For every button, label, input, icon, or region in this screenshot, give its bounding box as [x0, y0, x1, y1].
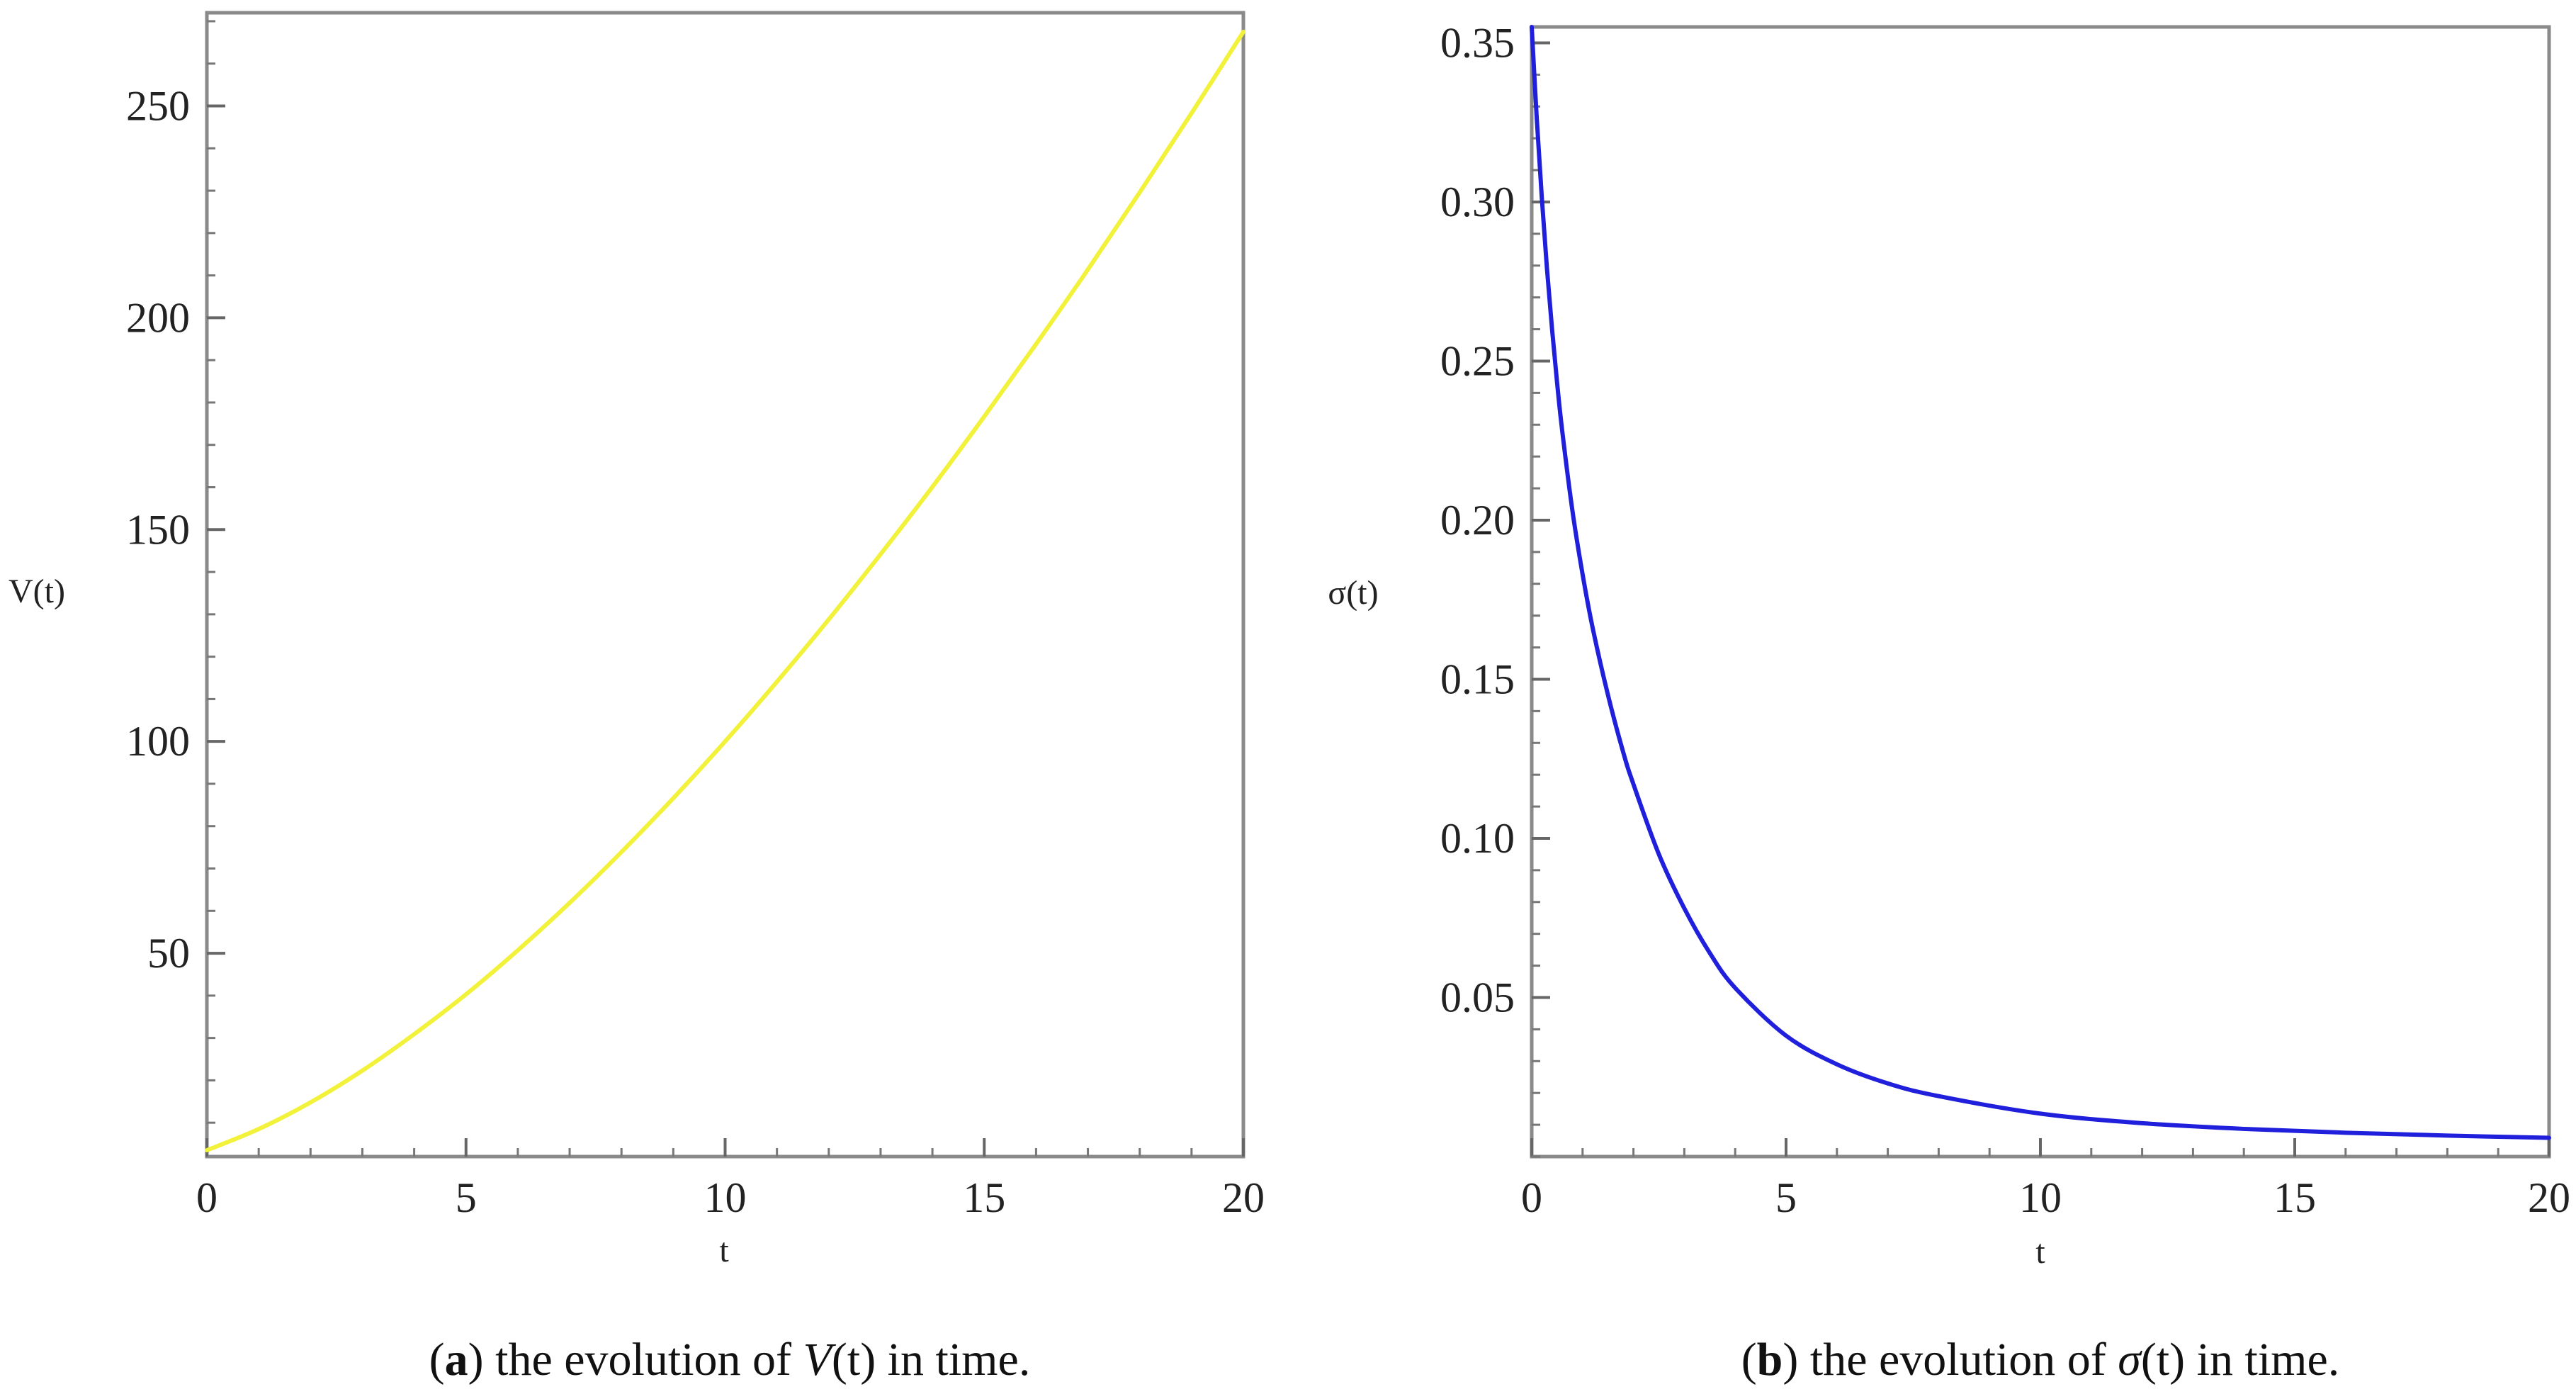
caption-a-open: ( — [429, 1334, 445, 1385]
x-tick-label-a: 20 — [1222, 1174, 1265, 1221]
x-tick-label-b: 15 — [2273, 1174, 2316, 1221]
caption-b-text-before: the evolution of — [1798, 1334, 2118, 1385]
x-tick-label-a: 10 — [704, 1174, 747, 1221]
caption-b-symbol: σ — [2118, 1334, 2142, 1385]
ylabel-b: σ(t) — [1328, 574, 1378, 612]
xlabel-b: t — [2035, 1233, 2045, 1271]
x-tick-label-b: 10 — [2019, 1174, 2062, 1221]
ylabel-a: V(t) — [9, 573, 65, 610]
plot-frame-a — [205, 11, 1245, 1159]
x-tick-label-a: 15 — [963, 1174, 1005, 1221]
y-tick-label-b: 0.30 — [1440, 179, 1515, 225]
panel-a: 0 5 10 15 20 50 100 150 200 250 V(t) t (a) the ev… — [9, 11, 1265, 1385]
x-tick-label-b: 0 — [1521, 1174, 1542, 1221]
xlabel-a: t — [719, 1232, 729, 1269]
y-tick-label-a: 100 — [126, 718, 190, 765]
y-tick-label-b: 0.25 — [1440, 337, 1515, 384]
y-tick-label-a: 200 — [126, 294, 190, 341]
caption-b-text-after: in time. — [2185, 1334, 2339, 1385]
caption-a-arg: (t) — [832, 1334, 876, 1385]
x-tick-label-a: 5 — [456, 1174, 477, 1221]
caption-b-arg: (t) — [2141, 1334, 2185, 1385]
plot-area-a: 0 5 10 15 20 50 100 150 200 250 — [126, 11, 1265, 1221]
caption-a-label: a — [445, 1334, 468, 1385]
plot-area-b: 0 5 10 15 20 0.05 0.10 0.15 0.20 0.25 0.30 0.35 — [1440, 19, 2570, 1221]
x-tick-label-a: 0 — [196, 1174, 218, 1221]
caption-a-text-after: in time. — [876, 1334, 1030, 1385]
series-line-b-0 — [1530, 25, 2551, 1140]
y-tick-label-b: 0.35 — [1440, 19, 1515, 66]
caption-a-close: ) — [468, 1334, 484, 1385]
caption-a-text-before: the evolution of — [484, 1334, 803, 1385]
caption-b: (b) the evolution of σ(t) in time. — [1741, 1334, 2340, 1385]
panel-b: 0 5 10 15 200.050.100.150.200.250.300.35 σ(t… — [1328, 19, 2570, 1385]
y-tick-label-b: 0.10 — [1440, 815, 1515, 862]
caption-b-open: ( — [1741, 1334, 1757, 1385]
y-tick-label-a: 150 — [126, 506, 190, 553]
y-tick-label-a: 250 — [126, 83, 190, 130]
caption-b-close: ) — [1783, 1334, 1798, 1385]
series-line-a-0 — [205, 29, 1245, 1153]
caption-a-symbol: V — [803, 1334, 837, 1385]
y-tick-label-b: 0.05 — [1440, 974, 1515, 1021]
x-tick-label-b: 20 — [2528, 1174, 2570, 1221]
y-tick-label-b: 0.20 — [1440, 497, 1515, 544]
caption-b-label: b — [1757, 1334, 1783, 1385]
caption-a: (a) the evolution of V(t) in time. — [429, 1334, 1031, 1385]
y-tick-label-b: 0.15 — [1440, 656, 1515, 702]
plot-frame-b — [1530, 25, 2551, 1159]
y-tick-label-a: 50 — [147, 930, 190, 977]
x-tick-label-b: 5 — [1775, 1174, 1797, 1221]
